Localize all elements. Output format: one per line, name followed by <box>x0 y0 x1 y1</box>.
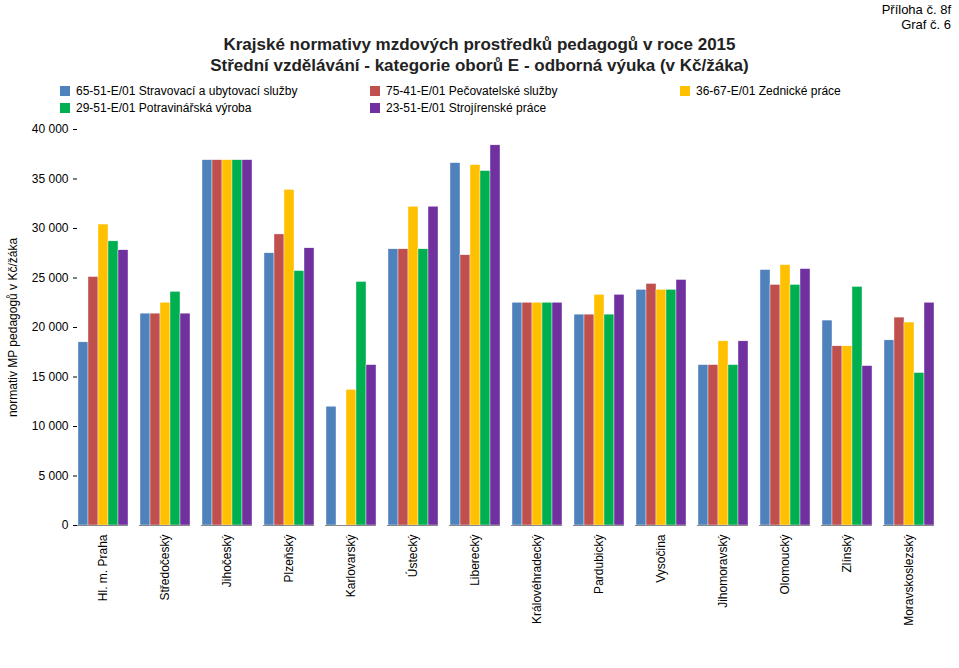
svg-text:Zlínský: Zlínský <box>840 535 854 573</box>
svg-text:40 000: 40 000 <box>32 122 69 136</box>
svg-text:Středočeský: Středočeský <box>158 535 172 601</box>
svg-text:10 000: 10 000 <box>32 419 69 433</box>
svg-text:Liberecký: Liberecký <box>468 535 482 586</box>
svg-text:Hl. m. Praha: Hl. m. Praha <box>96 534 110 601</box>
html-text:29-51-E/01 Potravinářská výrob: 29-51-E/01 Potravinářská výroba <box>76 101 252 115</box>
svg-text:Jihomoravský: Jihomoravský <box>716 535 730 608</box>
svg-text:Karlovarský: Karlovarský <box>344 535 358 598</box>
svg-text:Olomoucký: Olomoucký <box>778 535 792 595</box>
svg-text:Pardubický: Pardubický <box>592 535 606 594</box>
html-text:Graf č. 6: Graf č. 6 <box>901 17 951 32</box>
svg-text:20 000: 20 000 <box>32 320 69 334</box>
svg-text:Plzeňský: Plzeňský <box>282 535 296 583</box>
html-text:Střední vzdělávání - kategorie: Střední vzdělávání - kategorie oborů E -… <box>210 56 749 75</box>
svg-text:Ústecký: Ústecký <box>405 535 420 578</box>
html-text:23-51-E/01 Strojírenské práce: 23-51-E/01 Strojírenské práce <box>386 101 547 115</box>
svg-text:Jihočeský: Jihočeský <box>220 535 234 588</box>
svg-text:Vysočina: Vysočina <box>654 534 668 583</box>
svg-text:5 000: 5 000 <box>38 469 68 483</box>
html-text:Krajské normativy mzdových pro: Krajské normativy mzdových prostředků pe… <box>223 35 736 54</box>
svg-text:Moravskoslezský: Moravskoslezský <box>902 535 916 626</box>
svg-text:15 000: 15 000 <box>32 370 69 384</box>
svg-text:35 000: 35 000 <box>32 172 69 186</box>
svg-text:0: 0 <box>62 518 69 532</box>
svg-text:Královéhradecký: Královéhradecký <box>530 535 544 624</box>
html-text:65-51-E/01 Stravovací a ubytov: 65-51-E/01 Stravovací a ubytovací služby <box>76 84 298 98</box>
html-text:36-67-E/01 Zednické práce: 36-67-E/01 Zednické práce <box>696 84 841 98</box>
svg-text:30 000: 30 000 <box>32 221 69 235</box>
svg-text:normativ MP pedagogů v Kč/žáka: normativ MP pedagogů v Kč/žáka <box>6 238 20 418</box>
html-text:75-41-E/01 Pečovatelské služby: 75-41-E/01 Pečovatelské služby <box>386 84 558 98</box>
html-text:Příloha č. 8f: Příloha č. 8f <box>881 2 951 17</box>
svg-text:25 000: 25 000 <box>32 271 69 285</box>
